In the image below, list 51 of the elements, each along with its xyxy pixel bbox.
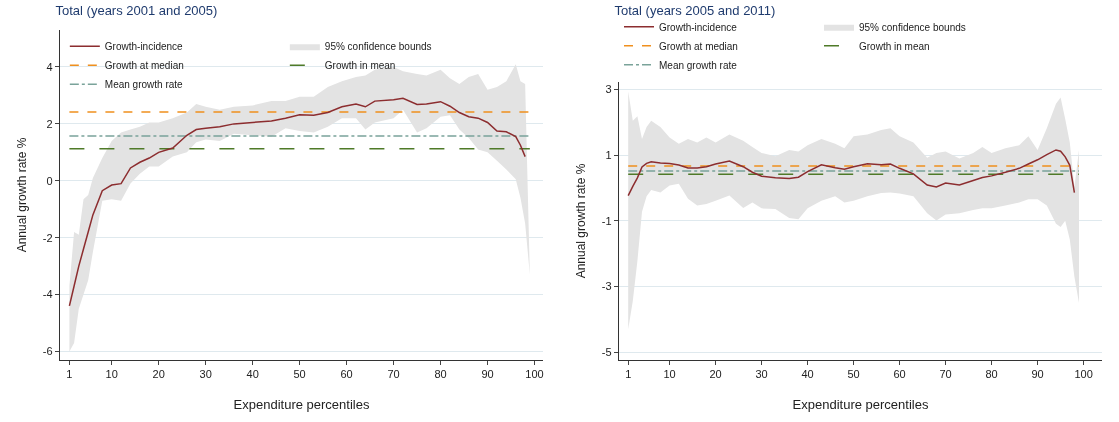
line-series (68, 97, 526, 307)
legend-label: Growth at median (659, 40, 738, 52)
y-tick-label: -5 (601, 345, 612, 358)
x-tick-label: 90 (1031, 368, 1044, 381)
chart-title: Total (years 2005 and 2011) (614, 3, 776, 19)
x-tick-label: 80 (434, 368, 447, 381)
x-axis-title: Expenditure percentiles (792, 397, 929, 413)
x-tick-label: 30 (199, 368, 212, 381)
x-tick-label: 10 (105, 368, 118, 381)
x-tick-label: 20 (709, 368, 722, 381)
x-tick-label: 30 (755, 368, 768, 381)
x-tick-label: 50 (293, 368, 306, 381)
legend-label: Mean growth rate (659, 59, 738, 71)
chart-title: Total (years 2001 and 2005) (55, 3, 218, 19)
x-axis-title: Expenditure percentiles (233, 397, 370, 413)
text: 95% confidence bounds (859, 21, 966, 33)
x-tick-label: 70 (939, 368, 952, 381)
y-tick-label: 0 (46, 174, 53, 187)
x-tick-label: 40 (246, 368, 259, 381)
x-tick-label: 50 (847, 368, 860, 381)
y-axis-title: Annual growth rate % (573, 163, 588, 279)
line-series (627, 149, 1076, 197)
legend-label: Growth-incidence (659, 21, 738, 33)
legend-label: Growth in mean (324, 60, 396, 72)
x-tick-label: 20 (152, 368, 165, 381)
legend-label: Growth at median (104, 60, 184, 72)
x-tick-label: 80 (985, 368, 998, 381)
y-tick-label: -4 (42, 288, 53, 301)
x-tick-label: 1 (625, 368, 632, 381)
x-tick-label: 40 (801, 368, 814, 381)
legend-label: Growth in mean (859, 40, 930, 52)
y-tick-label: 2 (46, 117, 53, 130)
x-tick-label: 60 (893, 368, 906, 381)
x-tick-label: 70 (387, 368, 400, 381)
y-tick-label: 3 (605, 83, 612, 96)
y-tick-label: 1 (605, 149, 612, 162)
legend-label: Growth-incidence (104, 41, 184, 53)
x-tick-label: 1 (66, 368, 73, 381)
annotation: 95% confidence bounds (324, 41, 432, 53)
x-tick-label: 100 (525, 368, 544, 381)
legend-label: Mean growth rate (104, 79, 184, 91)
y-axis-title: Annual growth rate % (14, 137, 29, 253)
x-tick-label: 60 (340, 368, 353, 381)
y-tick-label: 4 (46, 60, 53, 73)
x-tick-label: 10 (663, 368, 676, 381)
y-tick-label: -2 (42, 231, 53, 244)
y-tick-label: -1 (601, 214, 612, 227)
x-tick-label: 100 (1074, 368, 1093, 381)
y-tick-label: -3 (601, 280, 612, 293)
x-tick-label: 90 (481, 368, 494, 381)
y-tick-label: -6 (42, 345, 53, 358)
